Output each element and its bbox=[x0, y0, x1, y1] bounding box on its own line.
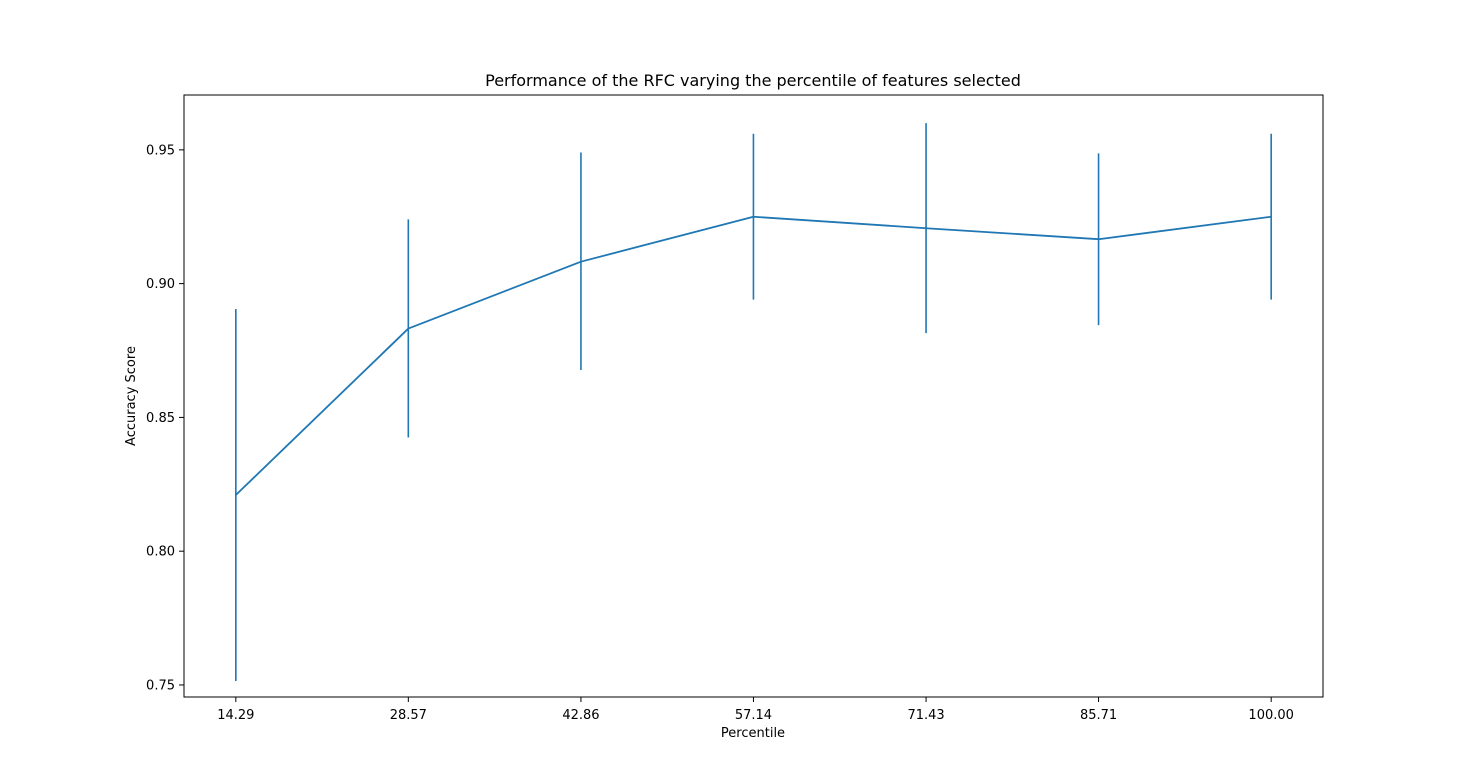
y-axis: 0.75 0.80 0.85 0.90 0.95 bbox=[146, 143, 184, 693]
y-tick-label: 0.80 bbox=[146, 545, 175, 560]
chart-title: Performance of the RFC varying the perce… bbox=[485, 71, 1021, 90]
x-axis: 14.29 28.57 42.86 57.14 71.43 85.71 100.00 bbox=[217, 697, 1294, 723]
y-axis-label: Accuracy Score bbox=[124, 346, 139, 446]
series-line bbox=[235, 215, 1272, 496]
x-tick-label: 28.57 bbox=[390, 708, 427, 723]
y-tick-label: 0.85 bbox=[146, 411, 175, 426]
x-tick-label: 71.43 bbox=[907, 708, 944, 723]
y-tick-label: 0.75 bbox=[146, 678, 175, 693]
x-axis-label: Percentile bbox=[721, 726, 785, 741]
x-tick-label: 14.29 bbox=[217, 708, 254, 723]
x-tick-label: 57.14 bbox=[735, 708, 772, 723]
x-tick-label: 42.86 bbox=[562, 708, 599, 723]
x-tick-label: 85.71 bbox=[1080, 708, 1117, 723]
x-tick-label: 100.00 bbox=[1248, 708, 1294, 723]
y-tick-label: 0.90 bbox=[146, 277, 175, 292]
y-tick-label: 0.95 bbox=[146, 143, 175, 158]
series-layer bbox=[235, 215, 1272, 496]
